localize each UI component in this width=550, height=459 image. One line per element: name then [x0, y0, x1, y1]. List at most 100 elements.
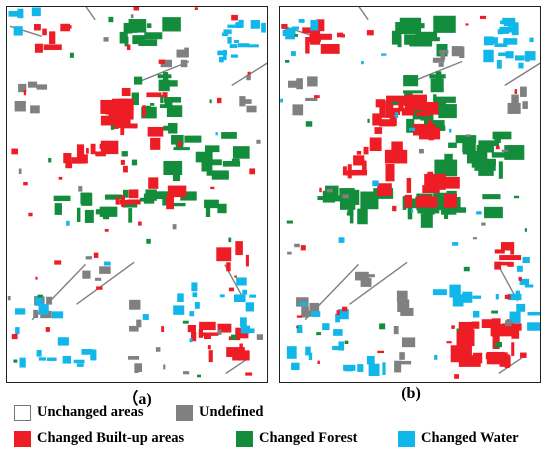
forest-patch: [322, 190, 336, 203]
built-patch: [148, 177, 159, 189]
forest-patch: [415, 31, 438, 40]
undefined-patch: [256, 334, 264, 340]
undefined-patch: [326, 188, 333, 193]
built-patch: [65, 162, 73, 169]
undefined-patch: [522, 101, 528, 109]
legend-swatch-unchanged: [14, 404, 31, 421]
water-patch: [177, 293, 184, 303]
forest-patch: [403, 90, 423, 94]
water-patch: [19, 357, 26, 368]
water-patch: [240, 317, 247, 327]
built-patch: [127, 199, 141, 205]
water-patch: [227, 36, 232, 44]
built-patch: [404, 97, 422, 109]
built-patch: [147, 126, 164, 137]
built-patch: [235, 241, 243, 256]
built-patch: [239, 343, 243, 352]
water-patch: [497, 29, 503, 35]
built-patch: [296, 315, 303, 318]
water-patch: [515, 290, 520, 295]
forest-patch: [124, 36, 129, 47]
forest-patch: [48, 157, 52, 163]
built-patch: [296, 326, 299, 329]
forest-patch: [436, 99, 447, 109]
water-patch: [38, 304, 49, 315]
water-patch: [222, 32, 229, 37]
forest-patch: [471, 161, 493, 168]
road-line: [76, 261, 135, 305]
built-patch: [479, 15, 487, 19]
forest-patch: [108, 207, 113, 215]
built-patch: [362, 160, 367, 175]
undefined-patch: [419, 148, 424, 154]
road-line: [412, 60, 463, 82]
built-patch: [208, 350, 213, 363]
forest-patch: [433, 94, 437, 104]
forest-patch: [134, 76, 143, 85]
forest-patch: [141, 106, 157, 119]
built-patch: [93, 252, 99, 258]
built-patch: [454, 374, 460, 379]
water-patch: [449, 128, 452, 133]
built-patch: [507, 261, 514, 267]
forest-patch: [339, 188, 355, 197]
built-patch: [363, 146, 369, 155]
undefined-patch: [239, 96, 246, 107]
water-patch: [483, 49, 494, 63]
built-patch: [514, 89, 518, 94]
water-patch: [31, 7, 41, 17]
built-patch: [198, 329, 203, 338]
legend-swatch-forest: [236, 430, 253, 447]
forest-patch: [285, 60, 290, 63]
built-patch: [42, 28, 47, 36]
water-patch: [335, 313, 341, 323]
built-patch: [404, 194, 412, 208]
water-patch: [237, 43, 250, 48]
water-patch: [449, 284, 461, 298]
forest-patch: [417, 201, 440, 214]
built-patch: [115, 196, 120, 205]
built-patch: [510, 249, 515, 255]
built-patch: [499, 255, 522, 261]
water-patch: [233, 39, 240, 44]
forest-patch: [163, 97, 182, 103]
forest-patch: [138, 39, 158, 46]
forest-patch: [104, 194, 123, 200]
built-patch: [119, 199, 132, 205]
water-patch: [286, 346, 297, 359]
undefined-patch: [399, 352, 405, 360]
built-patch: [133, 7, 140, 11]
built-patch: [451, 325, 455, 329]
forest-patch: [513, 195, 520, 199]
forest-patch: [479, 172, 487, 176]
undefined-patch: [163, 364, 166, 370]
water-patch: [236, 277, 247, 286]
water-patch: [240, 325, 251, 334]
built-patch: [309, 33, 332, 40]
built-patch: [379, 119, 396, 127]
built-patch: [123, 165, 128, 173]
forest-patch: [346, 212, 354, 216]
water-patch: [343, 364, 356, 371]
forest-patch: [102, 216, 110, 220]
undefined-patch: [155, 347, 161, 352]
built-patch: [375, 99, 386, 108]
water-patch: [249, 294, 256, 298]
water-patch: [338, 341, 345, 351]
water-patch: [410, 209, 414, 213]
undefined-patch: [507, 102, 521, 114]
built-patch: [341, 306, 348, 312]
built-patch: [111, 98, 129, 114]
water-patch: [514, 55, 525, 61]
forest-patch: [407, 205, 413, 220]
map-panel-a: [6, 6, 268, 383]
built-patch: [501, 242, 515, 251]
undefined-patch: [99, 266, 111, 274]
forest-patch: [404, 34, 420, 45]
water-patch: [227, 24, 236, 28]
water-patch: [505, 51, 514, 59]
forest-patch: [81, 192, 93, 206]
undefined-patch: [27, 81, 38, 88]
water-patch: [434, 354, 438, 360]
water-patch: [81, 348, 93, 355]
